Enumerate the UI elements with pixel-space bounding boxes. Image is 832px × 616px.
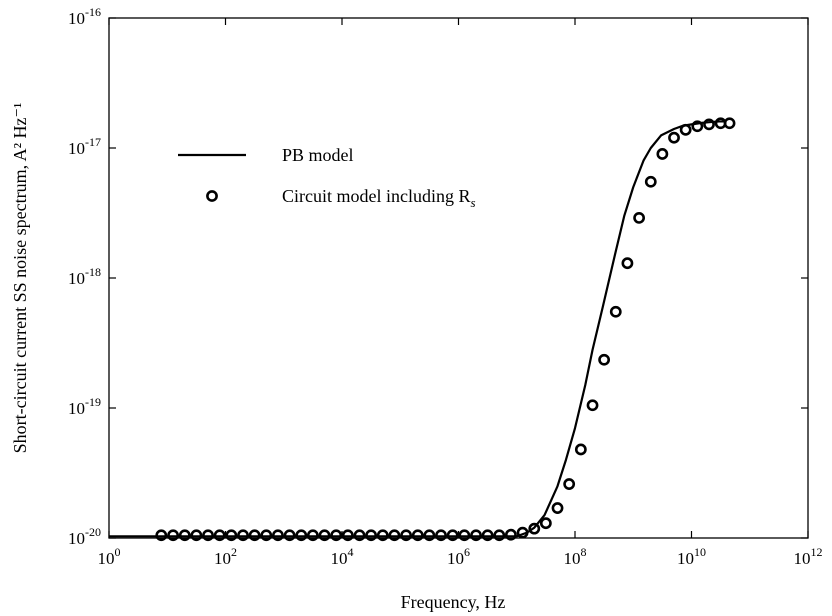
data-point-circuit-model <box>633 211 645 224</box>
data-point-circuit-model <box>656 148 669 160</box>
data-point-circuit-model <box>621 257 634 270</box>
x-tick-label: 1010 <box>677 545 706 568</box>
data-point-circuit-model <box>703 118 715 131</box>
data-point-circuit-model <box>493 529 506 542</box>
data-point-circuit-model <box>668 131 680 144</box>
data-point-circuit-model <box>225 529 238 542</box>
data-point-circuit-model <box>539 517 552 530</box>
data-point-circuit-model <box>644 175 657 188</box>
data-point-circuit-model <box>155 529 168 542</box>
y-tick-label: 10-20 <box>68 525 101 548</box>
series-line-pb-model <box>109 120 727 538</box>
series-layer <box>109 117 736 542</box>
data-point-circuit-model <box>446 529 459 542</box>
x-tick-label: 1012 <box>794 545 823 568</box>
data-point-circuit-model <box>306 529 319 542</box>
data-point-circuit-model <box>551 502 564 514</box>
data-point-circuit-model <box>563 478 576 490</box>
data-point-circuit-model <box>272 529 284 542</box>
data-point-circuit-model <box>202 529 214 542</box>
x-tick-label: 106 <box>447 545 470 568</box>
x-tick-label: 104 <box>331 545 354 568</box>
data-point-circuit-model <box>295 529 308 542</box>
data-point-circuit-model <box>353 529 366 542</box>
y-tick-label: 10-16 <box>68 5 101 28</box>
data-point-circuit-model <box>505 528 517 541</box>
data-point-circuit-model <box>190 529 203 542</box>
data-point-circuit-model <box>178 529 191 542</box>
data-point-circuit-model <box>400 529 412 542</box>
data-point-circuit-model <box>318 529 331 542</box>
data-point-circuit-model <box>609 305 622 318</box>
data-point-circuit-model <box>213 529 226 542</box>
data-point-circuit-model <box>260 529 273 542</box>
data-point-circuit-model <box>586 399 599 412</box>
data-point-circuit-model <box>423 529 436 542</box>
legend-label-pb-model: PB model <box>282 145 354 165</box>
data-point-circuit-model <box>458 529 471 542</box>
data-point-circuit-model <box>365 529 378 542</box>
x-axis-label: Frequency, Hz <box>401 592 506 612</box>
y-axis-ticks: 10-20 10-19 10-18 10-17 10-16 <box>68 5 808 548</box>
data-point-circuit-model <box>470 529 482 542</box>
y-tick-label: 10-18 <box>68 265 101 288</box>
x-tick-label: 108 <box>564 545 587 568</box>
data-point-circuit-model <box>481 529 494 542</box>
data-point-circuit-model <box>376 529 389 542</box>
y-axis-label: Short-circuit current SS noise spectrum,… <box>10 103 30 454</box>
data-point-circuit-model <box>411 529 424 542</box>
data-point-circuit-model <box>691 120 704 133</box>
data-point-circuit-model <box>341 529 354 542</box>
data-point-circuit-model <box>388 529 401 542</box>
data-point-circuit-model <box>516 526 529 539</box>
legend-circle-swatch <box>206 190 218 202</box>
data-point-circuit-model <box>283 529 296 542</box>
data-point-circuit-model <box>167 529 179 542</box>
data-point-circuit-model <box>679 123 692 136</box>
x-axis-ticks: 100 102 104 106 108 1010 1012 <box>98 18 823 568</box>
x-tick-label: 102 <box>214 545 237 568</box>
data-point-circuit-model <box>528 522 541 535</box>
x-tick-label: 100 <box>98 545 121 568</box>
data-point-circuit-model <box>723 117 736 130</box>
data-point-circuit-model <box>330 529 343 542</box>
plot-frame <box>108 17 809 539</box>
data-point-circuit-model <box>237 529 249 542</box>
legend: PB model Circuit model including Rs <box>178 145 476 210</box>
legend-label-circuit-model: Circuit model including Rs <box>282 186 476 210</box>
data-point-circuit-model <box>598 353 611 366</box>
plot-border <box>108 17 809 539</box>
data-point-circuit-model <box>435 529 447 542</box>
data-point-circuit-model <box>574 443 587 456</box>
y-tick-label: 10-17 <box>68 135 101 158</box>
data-point-circuit-model <box>248 529 261 542</box>
y-tick-label: 10-19 <box>68 395 101 418</box>
